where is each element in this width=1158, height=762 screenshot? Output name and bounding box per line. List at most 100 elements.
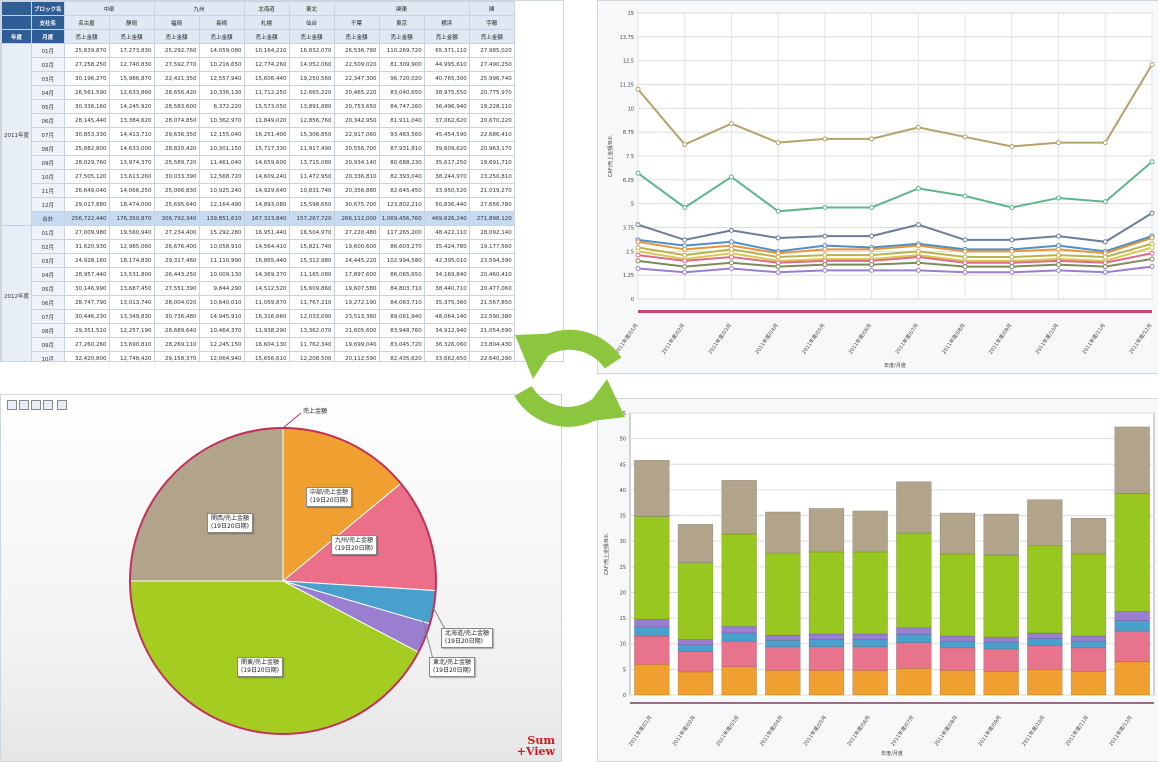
data-point	[869, 136, 875, 142]
table-cell: 13,690,810	[108, 337, 155, 352]
data-point	[728, 260, 734, 266]
table-cell: 12,245,150	[198, 337, 245, 352]
pivot-table: ブロック名 中部 九州 北海道 東北 関東関支社名 名古屋 静岡 福岡 長崎 札幌 仙台 千葉 東京 横浜宇…	[1, 1, 515, 361]
data-point	[728, 121, 734, 127]
month-label: 08月	[31, 141, 65, 156]
y-tick-label: 50	[620, 437, 626, 443]
table-cell: 28,029,760	[63, 155, 110, 170]
data-point	[728, 174, 734, 180]
data-point	[962, 264, 968, 270]
header-metric: 売上金額	[153, 29, 200, 44]
x-tick-label: 2011年度/05月	[802, 714, 828, 747]
x-tick-label: 2011年度/10月	[1020, 714, 1046, 747]
year-label: 2011年度	[1, 43, 32, 226]
bar-segment	[808, 670, 845, 696]
data-point	[775, 208, 781, 214]
slice-label-text: 九州/売上金額	[335, 537, 374, 544]
table-cell: 13,531,800	[108, 267, 155, 282]
month-label: 06月	[31, 295, 65, 310]
bar-segment	[808, 551, 845, 635]
chart-tool-icon[interactable]	[7, 400, 17, 410]
bar-segment	[1114, 620, 1150, 632]
table-cell: 11,767,210	[288, 295, 335, 310]
table-cell: 35,617,250	[423, 155, 470, 170]
slice-label-text: 北海道/売上金額	[445, 630, 490, 637]
bar-segment	[896, 642, 932, 669]
table-row: 04月 28,957,440 13,531,800 26,443,250 10,009,…	[2, 267, 515, 282]
header-block: 中部	[63, 1, 155, 16]
table-cell: 15,598,650	[288, 197, 335, 212]
leader-line	[422, 620, 434, 660]
bar-segment	[765, 639, 801, 648]
table-row: 02月 31,620,930 12,985,060 26,676,400 10,058,…	[2, 239, 515, 254]
header-branch: 福岡	[153, 15, 200, 30]
table-cell: 35,375,360	[423, 295, 470, 310]
header-branch: 宇都	[468, 15, 515, 30]
bar-segment	[677, 639, 714, 646]
data-point	[1102, 264, 1108, 270]
month-label: 08月	[31, 323, 65, 338]
header-metric: 売上金額	[63, 29, 110, 44]
data-point	[962, 248, 968, 254]
x-tick-label: 2011年度/09月	[977, 714, 1003, 747]
total-cell: 1,069,456,760	[378, 211, 425, 226]
table-cell: 117,265,200	[378, 225, 425, 240]
data-point	[915, 260, 921, 266]
bar-segment	[634, 516, 670, 620]
pie-slice	[129, 427, 284, 582]
table-cell: 20,465,220	[333, 85, 380, 100]
pivot-table-panel: ブロック名 中部 九州 北海道 東北 関東関支社名 名古屋 静岡 福岡 長崎 札幌 仙台 千葉 東京 横浜宇…	[0, 0, 564, 362]
bar-segment	[808, 633, 845, 640]
table-cell: 15,606,440	[243, 71, 290, 86]
x-tick-label: 2011年度/04月	[758, 714, 784, 747]
table-cell: 19,177,560	[468, 239, 515, 254]
data-point	[1149, 235, 1155, 241]
y-tick-label: 3.75	[623, 226, 634, 232]
pie-view-icon[interactable]	[31, 400, 41, 410]
table-cell: 19,699,040	[333, 337, 380, 352]
y-axis-label: CAF/売上金額/Bill.	[607, 134, 614, 177]
x-tick-label: 2011年度/01月	[627, 714, 653, 747]
table-cell: 86,603,270	[378, 239, 425, 254]
table-row: 05月 30,336,160 14,245,920 28,583,600 8,372,2…	[2, 99, 515, 114]
table-cell: 17,273,830	[108, 43, 155, 58]
bar-segment	[1114, 661, 1150, 696]
data-point	[1009, 264, 1015, 270]
table-cell: 22,509,020	[333, 57, 380, 72]
export-icon[interactable]	[57, 400, 67, 410]
table-cell: 10,925,240	[198, 183, 245, 198]
slice-label-sub: (19日20日期)	[433, 667, 471, 674]
table-cell: 24,928,160	[63, 253, 110, 268]
table-cell: 14,945,910	[198, 309, 245, 324]
total-cell: 271,898,120	[468, 211, 515, 226]
bar-segment	[1027, 669, 1063, 696]
table-row: 08月 25,882,800 14,633,000 28,820,420 10,301,…	[2, 141, 515, 156]
bar-view-icon[interactable]	[19, 400, 29, 410]
data-point	[869, 262, 875, 268]
y-tick-label: 2.5	[626, 249, 634, 255]
header-branch: 千葉	[333, 15, 380, 30]
table-cell: 89,061,940	[378, 309, 425, 324]
x-tick-label: 2011年度/08月	[940, 322, 966, 355]
table-row: 03月 30,196,270 15,986,870 22,421,350 12,557,…	[2, 71, 515, 86]
table-cell: 48,064,140	[423, 309, 470, 324]
table-cell: 12,257,190	[108, 323, 155, 338]
total-cell: 256,722,440	[63, 211, 110, 226]
table-cell: 13,013,740	[108, 295, 155, 310]
table-cell: 34,912,940	[423, 323, 470, 338]
header-year: 年度	[1, 29, 32, 44]
series-line	[637, 257, 1153, 268]
table-row: 2012年度 01月 27,009,980 19,560,940 27,234,400 1…	[1, 225, 515, 361]
table-view-icon[interactable]	[43, 400, 53, 410]
bar-segment	[765, 670, 801, 696]
table-cell: 12,568,720	[198, 169, 245, 184]
slice-label-sub: (19日20日期)	[335, 545, 373, 552]
table-cell: 13,891,880	[288, 99, 335, 114]
data-point	[635, 265, 641, 271]
bar-segment	[765, 646, 801, 671]
bar-segment	[808, 508, 845, 553]
y-tick-label: 0	[631, 297, 634, 303]
table-cell: 84,063,710	[378, 295, 425, 310]
header-month: 月度	[31, 29, 65, 44]
table-cell: 20,556,700	[333, 141, 380, 156]
